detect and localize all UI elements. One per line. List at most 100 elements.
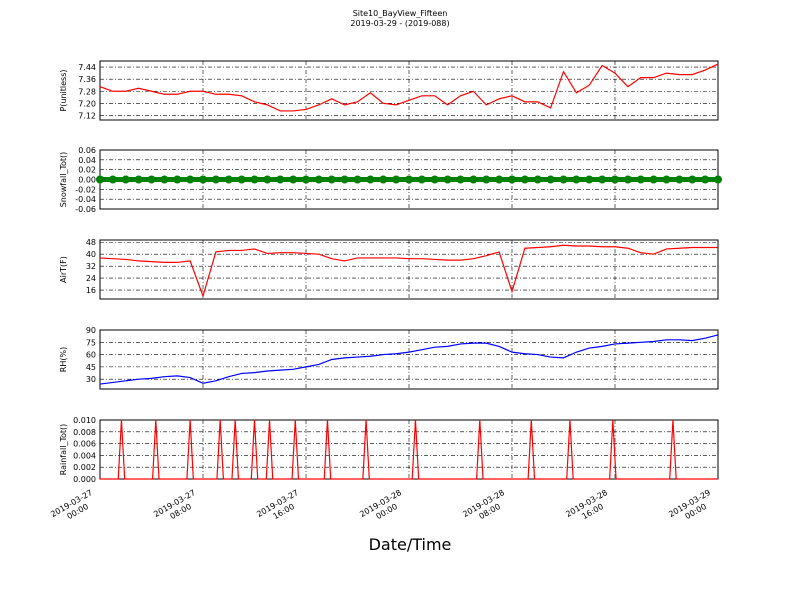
y-tick-label: 90 — [86, 326, 96, 335]
data-point — [121, 175, 130, 184]
y-tick-label: 0.00 — [78, 176, 96, 185]
data-point — [276, 175, 285, 184]
data-point — [199, 175, 207, 184]
data-point — [701, 175, 710, 184]
data-point — [456, 175, 465, 184]
data-point — [611, 175, 619, 184]
y-tick-label: 0.06 — [78, 146, 96, 155]
data-line — [99, 63, 719, 112]
data-point — [340, 175, 349, 184]
data-point — [134, 175, 143, 184]
panel-frame — [99, 329, 719, 390]
x-tick-label: 2019-03-27 08:00 — [152, 487, 204, 528]
data-point — [662, 175, 671, 184]
data-point — [186, 175, 195, 184]
data-point — [430, 175, 439, 184]
data-line — [99, 334, 719, 385]
data-point — [353, 175, 362, 184]
data-point — [533, 175, 542, 184]
y-tick-label: 7.12 — [78, 111, 96, 120]
y-tick-label: 7.20 — [78, 99, 96, 108]
data-point — [160, 175, 169, 184]
data-point — [327, 175, 336, 184]
panel-frame — [99, 60, 719, 121]
data-point — [263, 175, 272, 184]
data-point — [482, 175, 491, 184]
data-point — [469, 175, 478, 184]
data-point — [508, 175, 516, 184]
y-axis-label: RH(%) — [59, 347, 68, 372]
data-point — [392, 175, 401, 184]
y-tick-label: 40 — [86, 250, 96, 259]
y-tick-label: -0.06 — [75, 205, 96, 214]
data-point — [108, 175, 117, 184]
y-tick-label: 60 — [86, 351, 96, 360]
data-point — [636, 175, 645, 184]
y-tick-label: 48 — [86, 238, 96, 247]
y-tick-label: 7.44 — [78, 63, 96, 72]
x-tick-label: 2019-03-29 00:00 — [667, 487, 719, 528]
data-point — [289, 175, 298, 184]
y-tick-label: -0.02 — [75, 185, 96, 194]
data-point — [314, 175, 323, 184]
y-axis-label: Rainfall_Tot() — [59, 424, 68, 476]
data-line — [100, 419, 718, 480]
y-tick-label: 0.002 — [73, 463, 96, 472]
y-tick-label: 16 — [86, 286, 96, 295]
y-axis-label: P(unitless) — [59, 69, 68, 111]
y-tick-label: 32 — [86, 262, 96, 271]
data-point — [559, 175, 568, 184]
y-tick-label: 45 — [86, 363, 96, 372]
data-point — [211, 175, 220, 184]
data-point — [147, 175, 156, 184]
y-tick-label: 30 — [86, 375, 96, 384]
x-tick-label: 2019-03-28 16:00 — [564, 487, 616, 528]
data-point — [443, 175, 452, 184]
data-point — [96, 175, 104, 184]
data-point — [495, 175, 504, 184]
y-tick-label: 0.04 — [78, 156, 96, 165]
data-point — [546, 175, 555, 184]
y-tick-label: 7.28 — [78, 87, 96, 96]
data-point — [675, 175, 684, 184]
x-tick-label: 2019-03-27 00:00 — [49, 487, 101, 528]
data-point — [366, 175, 375, 184]
data-point — [302, 175, 310, 184]
y-axis-label: Snowfall_Tot() — [59, 152, 68, 208]
x-axis-label: Date/Time — [369, 535, 452, 554]
data-point — [649, 175, 658, 184]
chart-title: Site10_BayView_Fifteen — [353, 9, 448, 18]
data-point — [572, 175, 581, 184]
data-point — [585, 175, 594, 184]
y-tick-label: 0.006 — [73, 440, 96, 449]
y-tick-label: 0.004 — [73, 451, 96, 460]
y-tick-label: 0.010 — [73, 416, 96, 425]
y-tick-label: 0.02 — [78, 166, 96, 175]
y-tick-label: 0.008 — [73, 428, 96, 437]
data-point — [224, 175, 233, 184]
y-tick-label: 7.36 — [78, 75, 96, 84]
data-point — [417, 175, 426, 184]
data-point — [237, 175, 246, 184]
data-line — [99, 244, 718, 298]
y-tick-label: 0.000 — [73, 475, 96, 484]
x-tick-label: 2019-03-27 16:00 — [255, 487, 307, 528]
y-axis-label: AirT(F) — [59, 256, 68, 283]
data-point — [250, 175, 259, 184]
chart-subtitle: 2019-03-29 - (2019-088) — [350, 19, 449, 28]
data-point — [405, 175, 413, 184]
data-point — [623, 175, 632, 184]
y-tick-label: 24 — [86, 274, 96, 283]
x-tick-label: 2019-03-28 08:00 — [461, 487, 513, 528]
data-point — [714, 175, 722, 184]
data-point — [598, 175, 607, 184]
data-point — [688, 175, 697, 184]
y-tick-label: 75 — [86, 338, 96, 347]
x-tick-label: 2019-03-28 00:00 — [358, 487, 410, 528]
data-point — [173, 175, 182, 184]
y-tick-label: -0.04 — [75, 195, 96, 204]
data-point — [379, 175, 388, 184]
data-point — [520, 175, 529, 184]
